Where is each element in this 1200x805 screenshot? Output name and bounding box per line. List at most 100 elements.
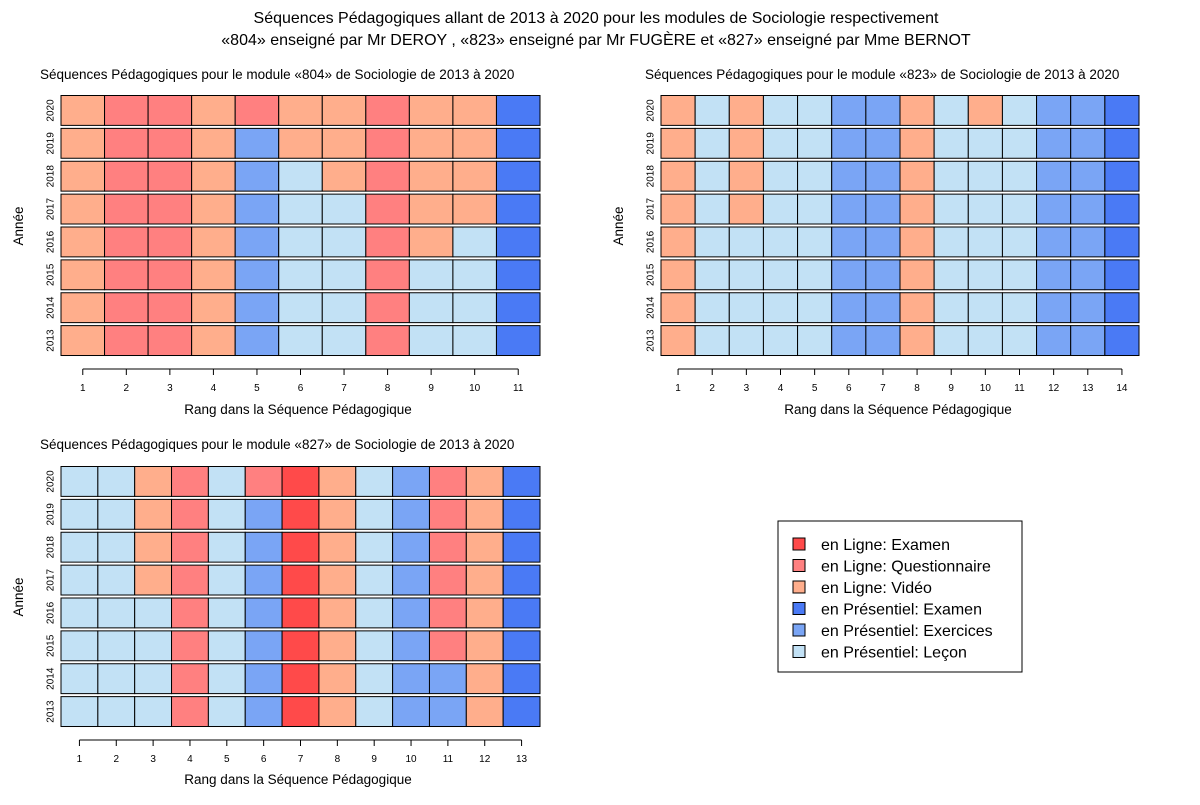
x-tick-label: 1 xyxy=(80,383,86,394)
main-title-line1: Séquences Pédagogiques allant de 2013 à … xyxy=(254,10,939,27)
heatmap-cell xyxy=(865,325,901,357)
heatmap-cell xyxy=(502,466,541,497)
heatmap-cell xyxy=(60,630,99,662)
heatmap-cell xyxy=(365,292,410,324)
heatmap-cell xyxy=(831,193,867,225)
heatmap-cell xyxy=(355,663,394,695)
x-tick-label: 3 xyxy=(744,383,750,394)
heatmap-cell xyxy=(321,292,367,324)
heatmap-cell xyxy=(1104,127,1140,159)
heatmap-cell xyxy=(147,259,193,291)
heatmap-cell xyxy=(502,531,541,563)
legend-label: en Présentiel: Leçon xyxy=(821,645,967,662)
heatmap-cell xyxy=(171,498,209,530)
heatmap-cell xyxy=(1036,193,1072,225)
heatmap-cell xyxy=(134,466,173,497)
heatmap-cell xyxy=(234,127,280,159)
heatmap-cell xyxy=(831,160,867,192)
legend-label: en Ligne: Questionnaire xyxy=(821,559,991,576)
x-tick-label: 2 xyxy=(113,754,119,765)
legend-swatch xyxy=(792,645,806,658)
heatmap-cell xyxy=(134,498,173,530)
heatmap-cell xyxy=(281,696,320,728)
heatmap-cell xyxy=(355,630,394,662)
heatmap-cell xyxy=(452,259,497,291)
heatmap-cell xyxy=(147,160,193,192)
heatmap-cell xyxy=(465,466,504,497)
year-tick-label: 2020 xyxy=(46,470,57,493)
heatmap-cell xyxy=(452,292,497,324)
heatmap-cell xyxy=(428,466,467,497)
heatmap-cell xyxy=(495,193,541,225)
heatmap-cell xyxy=(694,259,730,291)
heatmap-cell xyxy=(207,663,246,695)
heatmap-cell xyxy=(408,95,454,126)
heatmap-cell xyxy=(933,325,969,357)
heatmap-cell xyxy=(365,259,410,291)
heatmap-cell xyxy=(933,160,969,192)
heatmap-cell xyxy=(495,325,541,357)
heatmap-cell xyxy=(134,531,173,563)
heatmap-cell xyxy=(495,259,541,291)
x-tick-label: 7 xyxy=(341,383,347,394)
heatmap-cell xyxy=(278,193,323,225)
heatmap-panels: Séquences Pédagogiques pour le module «8… xyxy=(11,67,1140,787)
heatmap-cell xyxy=(60,325,106,357)
heatmap-cell xyxy=(97,531,136,563)
heatmap-cell xyxy=(967,95,1003,126)
heatmap-cell xyxy=(762,193,799,225)
heatmap-cell xyxy=(104,292,149,324)
heatmap-cell xyxy=(660,325,696,357)
heatmap-cell xyxy=(244,597,283,629)
x-tick-label: 1 xyxy=(77,754,83,765)
heatmap-cell xyxy=(465,564,504,596)
heatmap-cell xyxy=(831,226,867,258)
y-axis-label: Année xyxy=(11,577,26,616)
heatmap-cell xyxy=(694,160,730,192)
heatmap-cell xyxy=(281,531,320,563)
year-tick-label: 2019 xyxy=(46,503,57,526)
heatmap-cell xyxy=(465,696,504,728)
heatmap-cell xyxy=(392,498,430,530)
heatmap-cell xyxy=(60,696,99,728)
heatmap-cell xyxy=(1104,292,1140,324)
heatmap-cell xyxy=(392,663,430,695)
heatmap-cell xyxy=(899,127,935,159)
heatmap-cell xyxy=(967,292,1003,324)
heatmap-cell xyxy=(899,226,935,258)
heatmap-cell xyxy=(465,630,504,662)
heatmap-cell xyxy=(365,95,410,126)
heatmap-cell xyxy=(1104,226,1140,258)
year-tick-label: 2015 xyxy=(46,634,57,657)
heatmap-cell xyxy=(967,226,1003,258)
panel-title: Séquences Pédagogiques pour le module «8… xyxy=(645,67,1119,82)
heatmap-cell xyxy=(865,127,901,159)
heatmap-cell xyxy=(495,292,541,324)
x-tick-label: 3 xyxy=(150,754,156,765)
heatmap-cell xyxy=(278,226,323,258)
heatmap-cell xyxy=(1036,226,1072,258)
heatmap-cell xyxy=(1036,127,1072,159)
heatmap-cell xyxy=(318,531,357,563)
heatmap-cell xyxy=(452,127,497,159)
heatmap-cell xyxy=(207,696,246,728)
heatmap-cell xyxy=(762,95,799,126)
heatmap-cell xyxy=(278,160,323,192)
heatmap-cell xyxy=(1104,95,1140,126)
x-tick-label: 9 xyxy=(428,383,434,394)
x-tick-label: 13 xyxy=(516,754,528,765)
x-tick-label: 7 xyxy=(298,754,304,765)
heatmap-cell xyxy=(728,292,764,324)
heatmap-cell xyxy=(207,597,246,629)
heatmap-cell xyxy=(318,696,357,728)
heatmap-cell xyxy=(694,95,730,126)
heatmap-cell xyxy=(191,160,236,192)
heatmap-cell xyxy=(147,127,193,159)
heatmap-cell xyxy=(1070,226,1106,258)
x-tick-label: 11 xyxy=(513,383,524,394)
heatmap-cell xyxy=(60,663,99,695)
y-axis-label: Année xyxy=(11,206,26,245)
heatmap-cell xyxy=(355,696,394,728)
heatmap-cell xyxy=(1070,292,1106,324)
year-tick-label: 2014 xyxy=(46,667,57,690)
